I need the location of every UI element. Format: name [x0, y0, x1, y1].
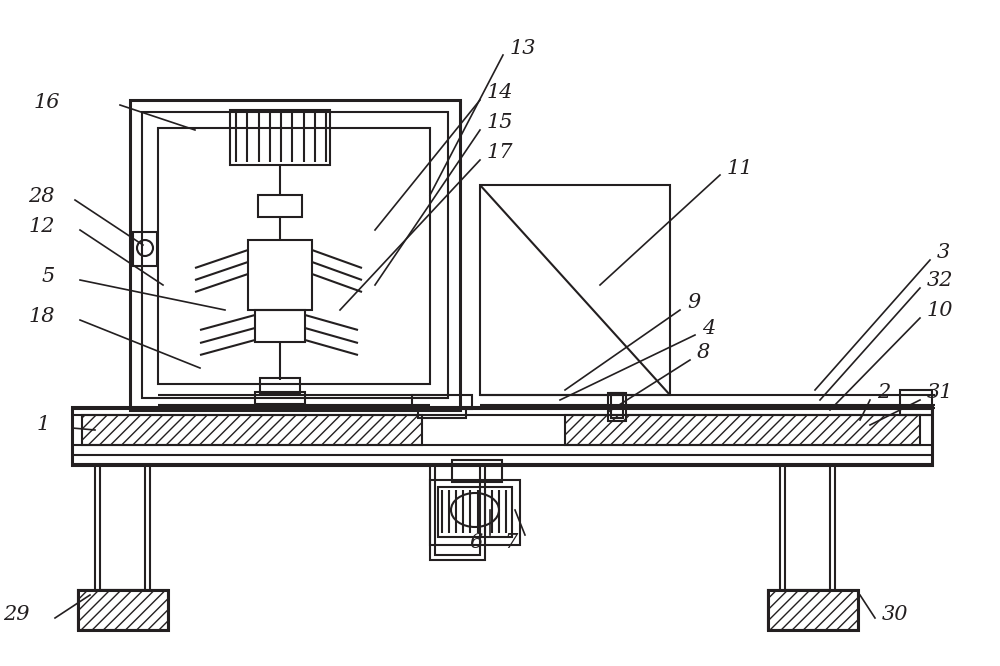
Text: 8: 8 — [697, 344, 710, 362]
Bar — [418, 408, 466, 418]
Text: 6: 6 — [470, 533, 483, 553]
Bar — [452, 460, 502, 482]
Bar — [133, 232, 157, 266]
Bar — [255, 310, 305, 342]
Text: 28: 28 — [28, 188, 55, 206]
Bar — [412, 395, 472, 409]
Text: 18: 18 — [28, 308, 55, 326]
Bar — [260, 378, 300, 394]
Bar — [768, 590, 858, 630]
Bar — [142, 112, 448, 398]
Bar — [230, 110, 330, 165]
Bar — [248, 240, 312, 310]
Bar — [785, 465, 830, 590]
Text: 16: 16 — [34, 93, 60, 111]
Bar — [130, 100, 460, 410]
Text: 5: 5 — [42, 268, 55, 286]
Bar — [565, 415, 920, 445]
Bar — [611, 393, 623, 418]
Text: 15: 15 — [487, 113, 514, 133]
Text: 2: 2 — [877, 384, 890, 402]
Text: 14: 14 — [487, 83, 514, 103]
Bar — [480, 185, 670, 395]
Text: 7: 7 — [505, 533, 518, 553]
Bar — [900, 390, 932, 415]
Bar — [95, 465, 150, 595]
Bar — [258, 195, 302, 217]
Text: 1: 1 — [37, 416, 50, 434]
Text: 32: 32 — [927, 272, 954, 290]
Bar — [608, 393, 626, 421]
Bar — [430, 465, 485, 560]
Bar — [435, 465, 480, 555]
Bar — [82, 415, 422, 445]
Text: 4: 4 — [702, 318, 715, 338]
Bar — [438, 487, 512, 537]
Text: 17: 17 — [487, 143, 514, 163]
Text: 11: 11 — [727, 159, 754, 178]
Bar — [158, 128, 430, 384]
Text: 30: 30 — [882, 605, 908, 625]
Text: 3: 3 — [937, 244, 950, 262]
Bar — [100, 465, 145, 590]
Bar — [768, 590, 858, 630]
Bar — [430, 480, 520, 545]
Bar — [255, 392, 305, 404]
Bar — [78, 590, 168, 630]
Bar — [72, 407, 932, 465]
Text: 29: 29 — [4, 605, 30, 625]
Bar — [780, 465, 835, 595]
Bar — [78, 590, 168, 630]
Text: 10: 10 — [927, 302, 954, 320]
Text: 13: 13 — [510, 39, 536, 57]
Text: 9: 9 — [687, 294, 700, 312]
Text: 12: 12 — [28, 218, 55, 236]
Text: 31: 31 — [927, 384, 954, 402]
